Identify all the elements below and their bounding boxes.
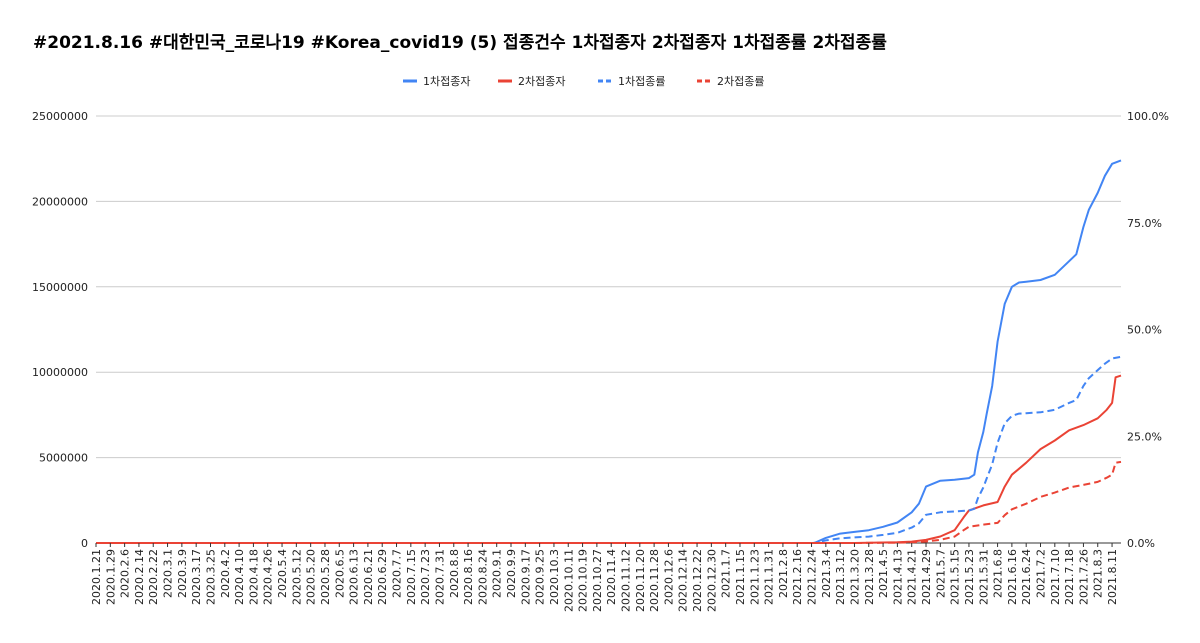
x-tick-label: 2021.8.3 (1092, 549, 1105, 598)
x-tick-label: 2020.4.2 (219, 549, 232, 598)
x-tick-label: 2020.9.17 (519, 549, 532, 605)
x-tick-label: 2020.5.20 (305, 549, 318, 605)
x-tick-label: 2020.1.29 (104, 549, 117, 605)
x-tick-label: 2020.10.27 (591, 549, 604, 612)
x-tick-label: 2020.8.24 (476, 549, 489, 605)
x-tick-label: 2021.5.15 (949, 549, 962, 605)
y-axis-left: 0 5000000 10000000 15000000 20000000 25000000 (32, 110, 88, 550)
legend: 1차접종자 2차접종자 1차접종률 2차접종률 (403, 75, 764, 88)
x-tick-label: 2020.12.30 (705, 549, 718, 612)
series-line-2 (96, 374, 1122, 544)
x-tick-label: 2021.5.7 (934, 549, 947, 598)
x-tick-label: 2021.8.11 (1106, 549, 1119, 605)
x-tick-label: 2021.2.24 (806, 549, 819, 605)
x-tick-label: 2020.7.31 (433, 549, 446, 605)
x-tick-label: 2020.7.15 (405, 549, 418, 605)
x-tick-label: 2020.12.22 (691, 549, 704, 612)
x-tick-label: 2020.3.17 (190, 549, 203, 605)
series-line-4 (96, 460, 1122, 544)
x-tick-label: 2020.9.25 (534, 549, 547, 605)
x-axis: 2020.1.21 2020.1.29 2020.2.6 2020.2.14 2020.… (90, 543, 1119, 612)
chart-title: #2021.8.16 #대한민국_코로나19 #Korea_covid19 (5… (33, 33, 887, 53)
x-tick-label: 2020.9.9 (505, 549, 518, 598)
x-tick-label: 2021.3.12 (834, 549, 847, 605)
x-tick-label: 2021.7.26 (1077, 549, 1090, 605)
y2-tick-label: 75.0% (1127, 217, 1162, 230)
y2-tick-label: 0.0% (1127, 537, 1155, 550)
x-tick-label: 2021.7.10 (1049, 549, 1062, 605)
x-tick-label: 2020.9.1 (491, 549, 504, 598)
x-tick-label: 2020.2.22 (147, 549, 160, 605)
x-tick-label: 2021.1.15 (734, 549, 747, 605)
series-lines (96, 159, 1122, 544)
x-tick-label: 2021.2.16 (791, 549, 804, 605)
x-tick-label: 2021.5.23 (963, 549, 976, 605)
series-line-3 (96, 355, 1122, 544)
x-tick-label: 2020.7.23 (419, 549, 432, 605)
x-tick-label: 2021.3.28 (863, 549, 876, 605)
x-tick-label: 2020.12.6 (662, 549, 675, 605)
x-tick-label: 2020.4.18 (247, 549, 260, 605)
x-tick-label: 2021.3.4 (820, 549, 833, 598)
y-tick-label: 15000000 (32, 281, 88, 294)
y-tick-label: 10000000 (32, 366, 88, 379)
x-tick-label: 2020.10.3 (548, 549, 561, 605)
legend-label: 2차접종률 (717, 75, 764, 88)
x-tick-label: 2021.4.21 (906, 549, 919, 605)
y-tick-label: 20000000 (32, 195, 88, 208)
x-tick-label: 2021.1.31 (763, 549, 776, 605)
x-tick-label: 2020.1.21 (90, 549, 103, 605)
x-tick-label: 2020.6.13 (348, 549, 361, 605)
x-tick-label: 2020.8.8 (448, 549, 461, 598)
x-tick-label: 2021.3.20 (848, 549, 861, 605)
y2-tick-label: 25.0% (1127, 430, 1162, 443)
x-tick-label: 2020.11.12 (619, 549, 632, 612)
x-tick-label: 2020.6.21 (362, 549, 375, 605)
x-tick-label: 2021.5.31 (977, 549, 990, 605)
x-tick-label: 2020.5.12 (290, 549, 303, 605)
x-tick-label: 2020.12.14 (677, 549, 690, 612)
x-tick-label: 2021.7.2 (1035, 549, 1048, 598)
x-tick-label: 2020.10.19 (577, 549, 590, 612)
legend-label: 1차접종자 (423, 75, 470, 88)
x-tick-label: 2020.5.4 (276, 549, 289, 598)
x-tick-label: 2020.5.28 (319, 549, 332, 605)
x-tick-label: 2020.11.28 (648, 549, 661, 612)
x-tick-label: 2020.2.6 (119, 549, 132, 598)
x-tick-label: 2020.4.10 (233, 549, 246, 605)
x-tick-label: 2020.10.11 (562, 549, 575, 612)
x-tick-label: 2020.3.9 (176, 549, 189, 598)
x-tick-label: 2021.6.16 (1006, 549, 1019, 605)
legend-label: 2차접종자 (518, 75, 565, 88)
x-tick-label: 2021.1.7 (720, 549, 733, 598)
series-line-1 (96, 159, 1122, 544)
x-tick-label: 2021.4.13 (891, 549, 904, 605)
x-tick-label: 2020.6.29 (376, 549, 389, 605)
x-tick-label: 2021.4.29 (920, 549, 933, 605)
x-tick-label: 2021.1.23 (748, 549, 761, 605)
x-tick-label: 2020.4.26 (262, 549, 275, 605)
x-tick-label: 2021.6.8 (992, 549, 1005, 598)
x-tick-label: 2021.7.18 (1063, 549, 1076, 605)
x-tick-label: 2020.6.5 (333, 549, 346, 598)
x-tick-label: 2020.11.20 (634, 549, 647, 612)
x-tick-label: 2021.2.8 (777, 549, 790, 598)
x-tick-label: 2021.6.24 (1020, 549, 1033, 605)
y-axis-right: 0.0% 25.0% 50.0% 75.0% 100.0% (1127, 110, 1169, 550)
x-tick-label: 2020.3.1 (162, 549, 175, 598)
x-tick-label: 2020.11.4 (605, 549, 618, 605)
x-tick-label: 2020.7.7 (391, 549, 404, 598)
x-tick-label: 2020.2.14 (133, 549, 146, 605)
y2-tick-label: 100.0% (1127, 110, 1169, 123)
y-tick-label: 0 (81, 537, 88, 550)
legend-label: 1차접종률 (618, 75, 665, 88)
x-tick-label: 2021.4.5 (877, 549, 890, 598)
y-tick-label: 25000000 (32, 110, 88, 123)
y-tick-label: 5000000 (39, 452, 88, 465)
x-tick-label: 2020.8.16 (462, 549, 475, 605)
x-tick-label: 2020.3.25 (204, 549, 217, 605)
y2-tick-label: 50.0% (1127, 324, 1162, 337)
